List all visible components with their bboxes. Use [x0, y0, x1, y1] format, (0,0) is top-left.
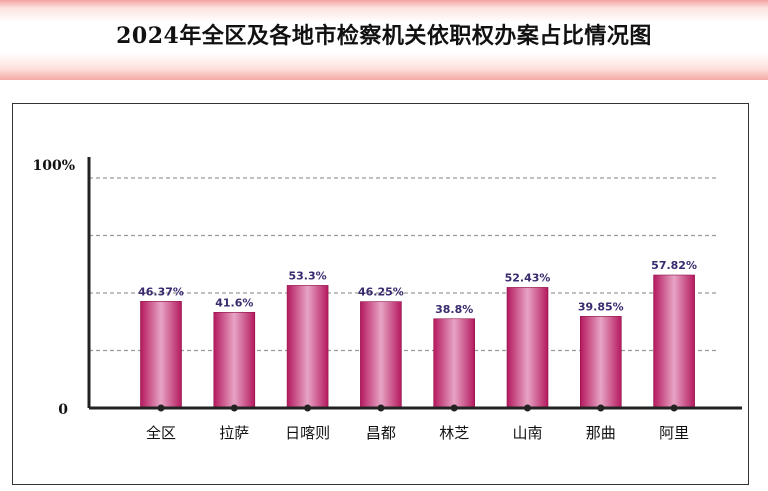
category-label-7: 阿里	[659, 424, 689, 442]
value-label-0: 46.37%	[138, 285, 184, 298]
y-tick-max: 100%	[32, 158, 75, 174]
x-tick-dot-1	[230, 404, 238, 412]
x-tick-dot-3	[377, 404, 385, 412]
category-label-4: 林芝	[439, 424, 469, 442]
x-tick-dot-0	[157, 404, 165, 412]
bar-6	[579, 316, 622, 409]
bar-4	[433, 318, 476, 409]
category-label-6: 那曲	[586, 424, 616, 442]
value-label-7: 57.82%	[651, 259, 697, 272]
category-label-2: 日喀则	[285, 424, 330, 442]
bar-0	[140, 301, 182, 409]
bar-7	[653, 274, 695, 409]
value-label-3: 46.25%	[358, 286, 404, 299]
x-tick-dot-5	[524, 404, 531, 412]
x-tick-dot-6	[597, 404, 605, 412]
x-tick-dot-2	[304, 404, 312, 412]
bar-2	[286, 285, 329, 409]
category-label-5: 山南	[512, 424, 542, 442]
labels: 46.37% 全区 41.6% 拉萨 53.3% 日喀则 46.25% 昌都 38.8% 林芝 52…	[138, 259, 697, 442]
category-label-1: 拉萨	[219, 424, 249, 442]
chart-title: 2024年全区及各地市检察机关依职权办案占比情况图	[116, 23, 652, 49]
x-tick-dot-4	[450, 404, 458, 412]
category-label-3: 昌都	[366, 424, 396, 442]
chart-frame	[12, 103, 749, 485]
bar-3	[360, 301, 402, 409]
value-label-5: 52.43%	[505, 271, 551, 284]
value-label-6: 39.85%	[578, 300, 624, 313]
value-label-4: 38.8%	[435, 303, 473, 316]
y-tick-min: 0	[58, 402, 68, 418]
value-label-1: 41.6%	[215, 296, 253, 309]
gridlines	[89, 177, 718, 352]
x-tick-dot-7	[670, 404, 678, 412]
title-banner	[0, 0, 768, 80]
bar-5	[506, 287, 549, 409]
bar-1	[213, 312, 256, 409]
axes: 100% 0	[32, 157, 742, 418]
bars	[140, 274, 695, 409]
value-label-2: 53.3%	[289, 269, 327, 282]
category-label-0: 全区	[146, 424, 176, 442]
